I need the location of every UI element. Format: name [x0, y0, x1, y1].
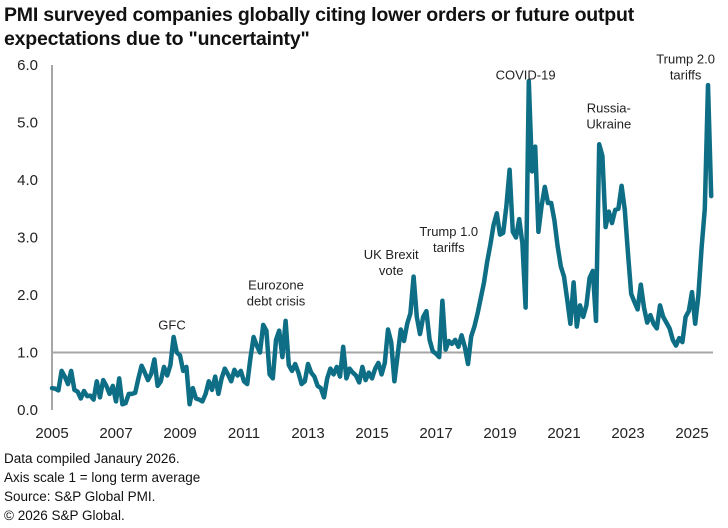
x-tick-label: 2025: [675, 425, 708, 442]
y-tick-label: 1.0: [17, 345, 38, 362]
y-tick-label: 5.0: [17, 115, 38, 132]
chart-title: PMI surveyed companies globally citing l…: [4, 4, 635, 50]
y-tick-label: 6.0: [17, 57, 38, 74]
footnotes: Data compiled Janaury 2026. Axis scale 1…: [4, 449, 200, 525]
x-tick-label: 2013: [291, 425, 324, 442]
x-tick-label: 2005: [35, 425, 68, 442]
annotation-label: Ukraine: [586, 116, 631, 131]
x-tick-label: 2019: [483, 425, 516, 442]
footnote-source: Source: S&P Global PMI.: [4, 489, 156, 504]
annotation-label: vote: [379, 263, 404, 278]
y-tick-label: 3.0: [17, 230, 38, 247]
annotation-label: tariffs: [670, 67, 702, 82]
annotation-label: Eurozone: [248, 277, 304, 292]
footnote-axis-scale: Axis scale 1 = long term average: [4, 470, 201, 485]
annotation-label: GFC: [158, 318, 185, 333]
annotation-label: UK Brexit: [364, 247, 419, 262]
footnote-copyright: © 2026 S&P Global.: [4, 508, 125, 523]
y-tick-label: 2.0: [17, 287, 38, 304]
x-tick-label: 2021: [547, 425, 580, 442]
footnote-data-compiled: Data compiled Janaury 2026.: [4, 451, 180, 466]
y-tick-label: 0.0: [17, 402, 38, 419]
x-tick-label: 2011: [228, 425, 260, 442]
y-tick-label: 4.0: [17, 172, 38, 189]
x-tick-label: 2007: [99, 425, 132, 442]
annotation-label: tariffs: [433, 240, 465, 255]
x-tick-label: 2023: [611, 425, 644, 442]
annotation-label: debt crisis: [247, 293, 306, 308]
annotation-label: Russia-: [587, 100, 631, 115]
x-tick-label: 2015: [355, 425, 388, 442]
annotation-label: Trump 2.0: [656, 51, 715, 66]
annotation-label: Trump 1.0: [419, 224, 478, 239]
x-tick-label: 2017: [419, 425, 452, 442]
x-tick-label: 2009: [163, 425, 196, 442]
annotation-label: COVID-19: [496, 67, 556, 82]
